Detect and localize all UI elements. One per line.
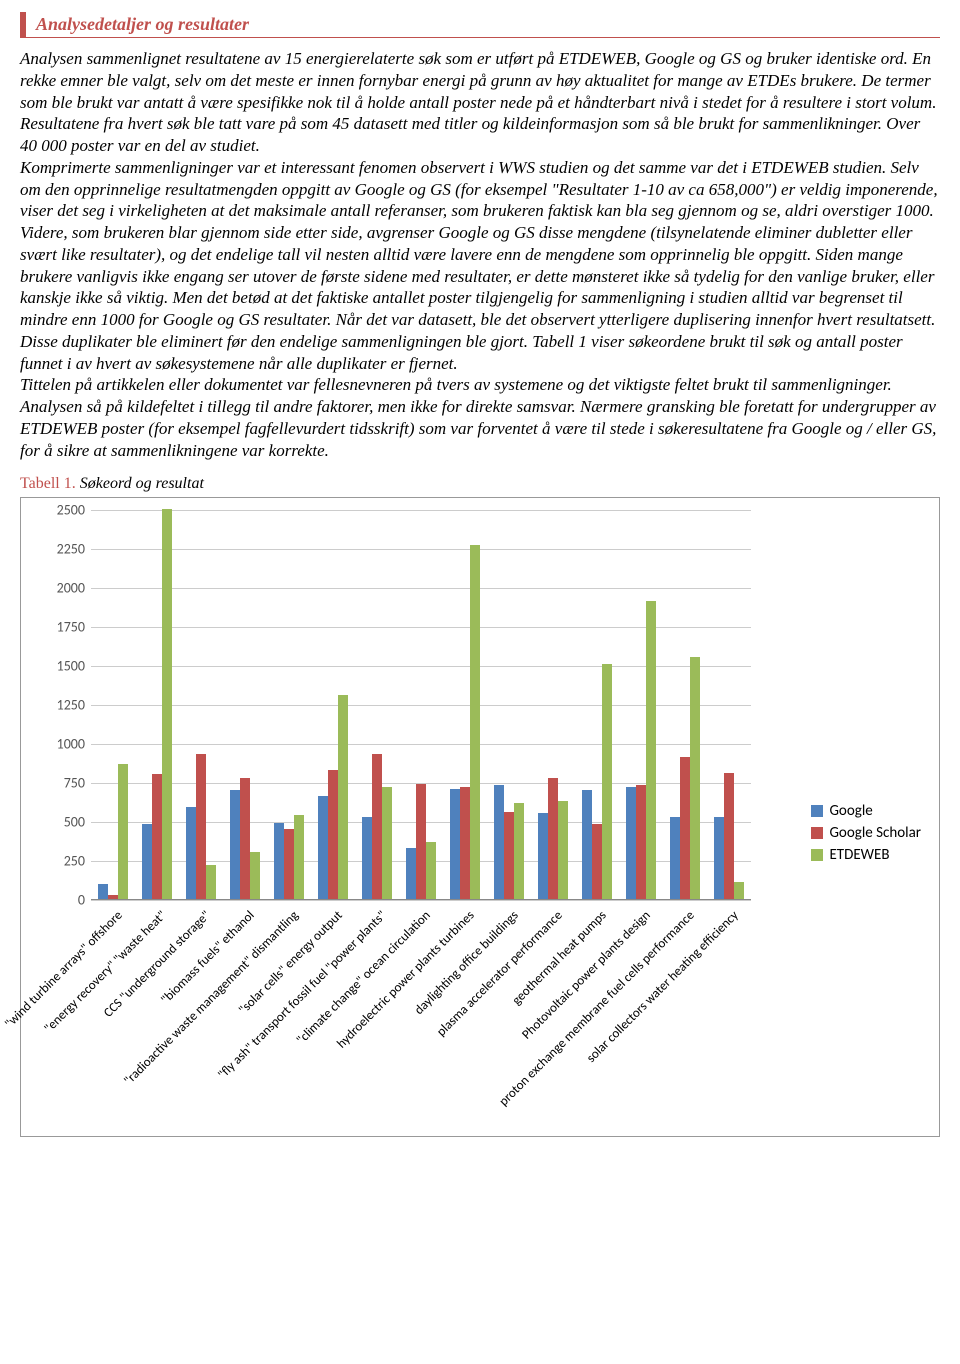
bar [294,815,304,899]
grid-line [91,549,751,550]
plot-area: 02505007501000125015001750200022502500 [91,510,751,900]
bar [186,807,196,899]
section-heading-bar: Analysedetaljer og resultater [20,12,940,38]
bar-chart: 02505007501000125015001750200022502500 "… [20,497,940,1137]
bar [406,848,416,899]
bar [382,787,392,899]
legend-label: Google [829,802,872,820]
bar [514,803,524,900]
bar [670,817,680,900]
y-tick-label: 0 [78,892,91,909]
y-tick-label: 2500 [57,502,91,519]
bar [362,817,372,900]
x-axis: "wind turbine arrays" offshore"energy re… [91,900,751,1130]
legend-swatch [811,805,823,817]
bar [548,778,558,900]
bar [426,842,436,900]
bar [690,657,700,899]
bar [142,824,152,899]
legend-item: Google Scholar [811,824,921,842]
legend-swatch [811,827,823,839]
y-tick-label: 2000 [57,580,91,597]
y-tick-label: 1000 [57,736,91,753]
bar [636,785,646,899]
table-caption: Tabell 1. Søkeord og resultat [20,475,940,493]
bar [206,865,216,899]
bar [602,664,612,900]
bar [592,824,602,899]
paragraph-1: Analysen sammenlignet resultatene av 15 … [20,48,940,157]
bar [714,817,724,900]
bar [626,787,636,899]
bar [152,774,162,899]
bar [680,757,690,899]
bar [230,790,240,899]
y-tick-label: 500 [64,814,91,831]
bar [372,754,382,899]
bar [558,801,568,899]
body-text: Analysen sammenlignet resultatene av 15 … [20,48,940,461]
caption-title: Søkeord og resultat [80,475,204,492]
y-tick-label: 1500 [57,658,91,675]
bar [284,829,294,899]
caption-number: Tabell 1. [20,475,76,492]
bar [162,509,172,899]
y-tick-label: 1750 [57,619,91,636]
bar [250,852,260,899]
bar [450,789,460,900]
legend-label: Google Scholar [829,824,921,842]
legend-item: Google [811,802,921,820]
grid-line [91,588,751,589]
paragraph-2: Komprimerte sammenligninger var et inter… [20,157,940,375]
y-tick-label: 250 [64,853,91,870]
bar [240,778,250,900]
bar [338,695,348,899]
bar [328,770,338,899]
bar [646,601,656,899]
bar [274,823,284,899]
bar [504,812,514,899]
paragraph-3: Tittelen på artikkelen eller dokumentet … [20,374,940,461]
y-tick-label: 750 [64,775,91,792]
bar [98,884,108,900]
bar [416,784,426,899]
bar [582,790,592,899]
legend-label: ETDEWEB [829,846,889,864]
legend: Google Google Scholar ETDEWEB [811,798,921,868]
legend-item: ETDEWEB [811,846,921,864]
bar [318,796,328,899]
grid-line [91,510,751,511]
bar [108,895,118,900]
bar [196,754,206,899]
bar [724,773,734,899]
y-tick-label: 1250 [57,697,91,714]
bar [118,764,128,900]
bar [538,813,548,899]
bar [460,787,470,899]
section-heading: Analysedetaljer og resultater [36,14,249,34]
bar [734,882,744,899]
y-tick-label: 2250 [57,541,91,558]
bar [470,545,480,899]
bar [494,785,504,899]
legend-swatch [811,849,823,861]
